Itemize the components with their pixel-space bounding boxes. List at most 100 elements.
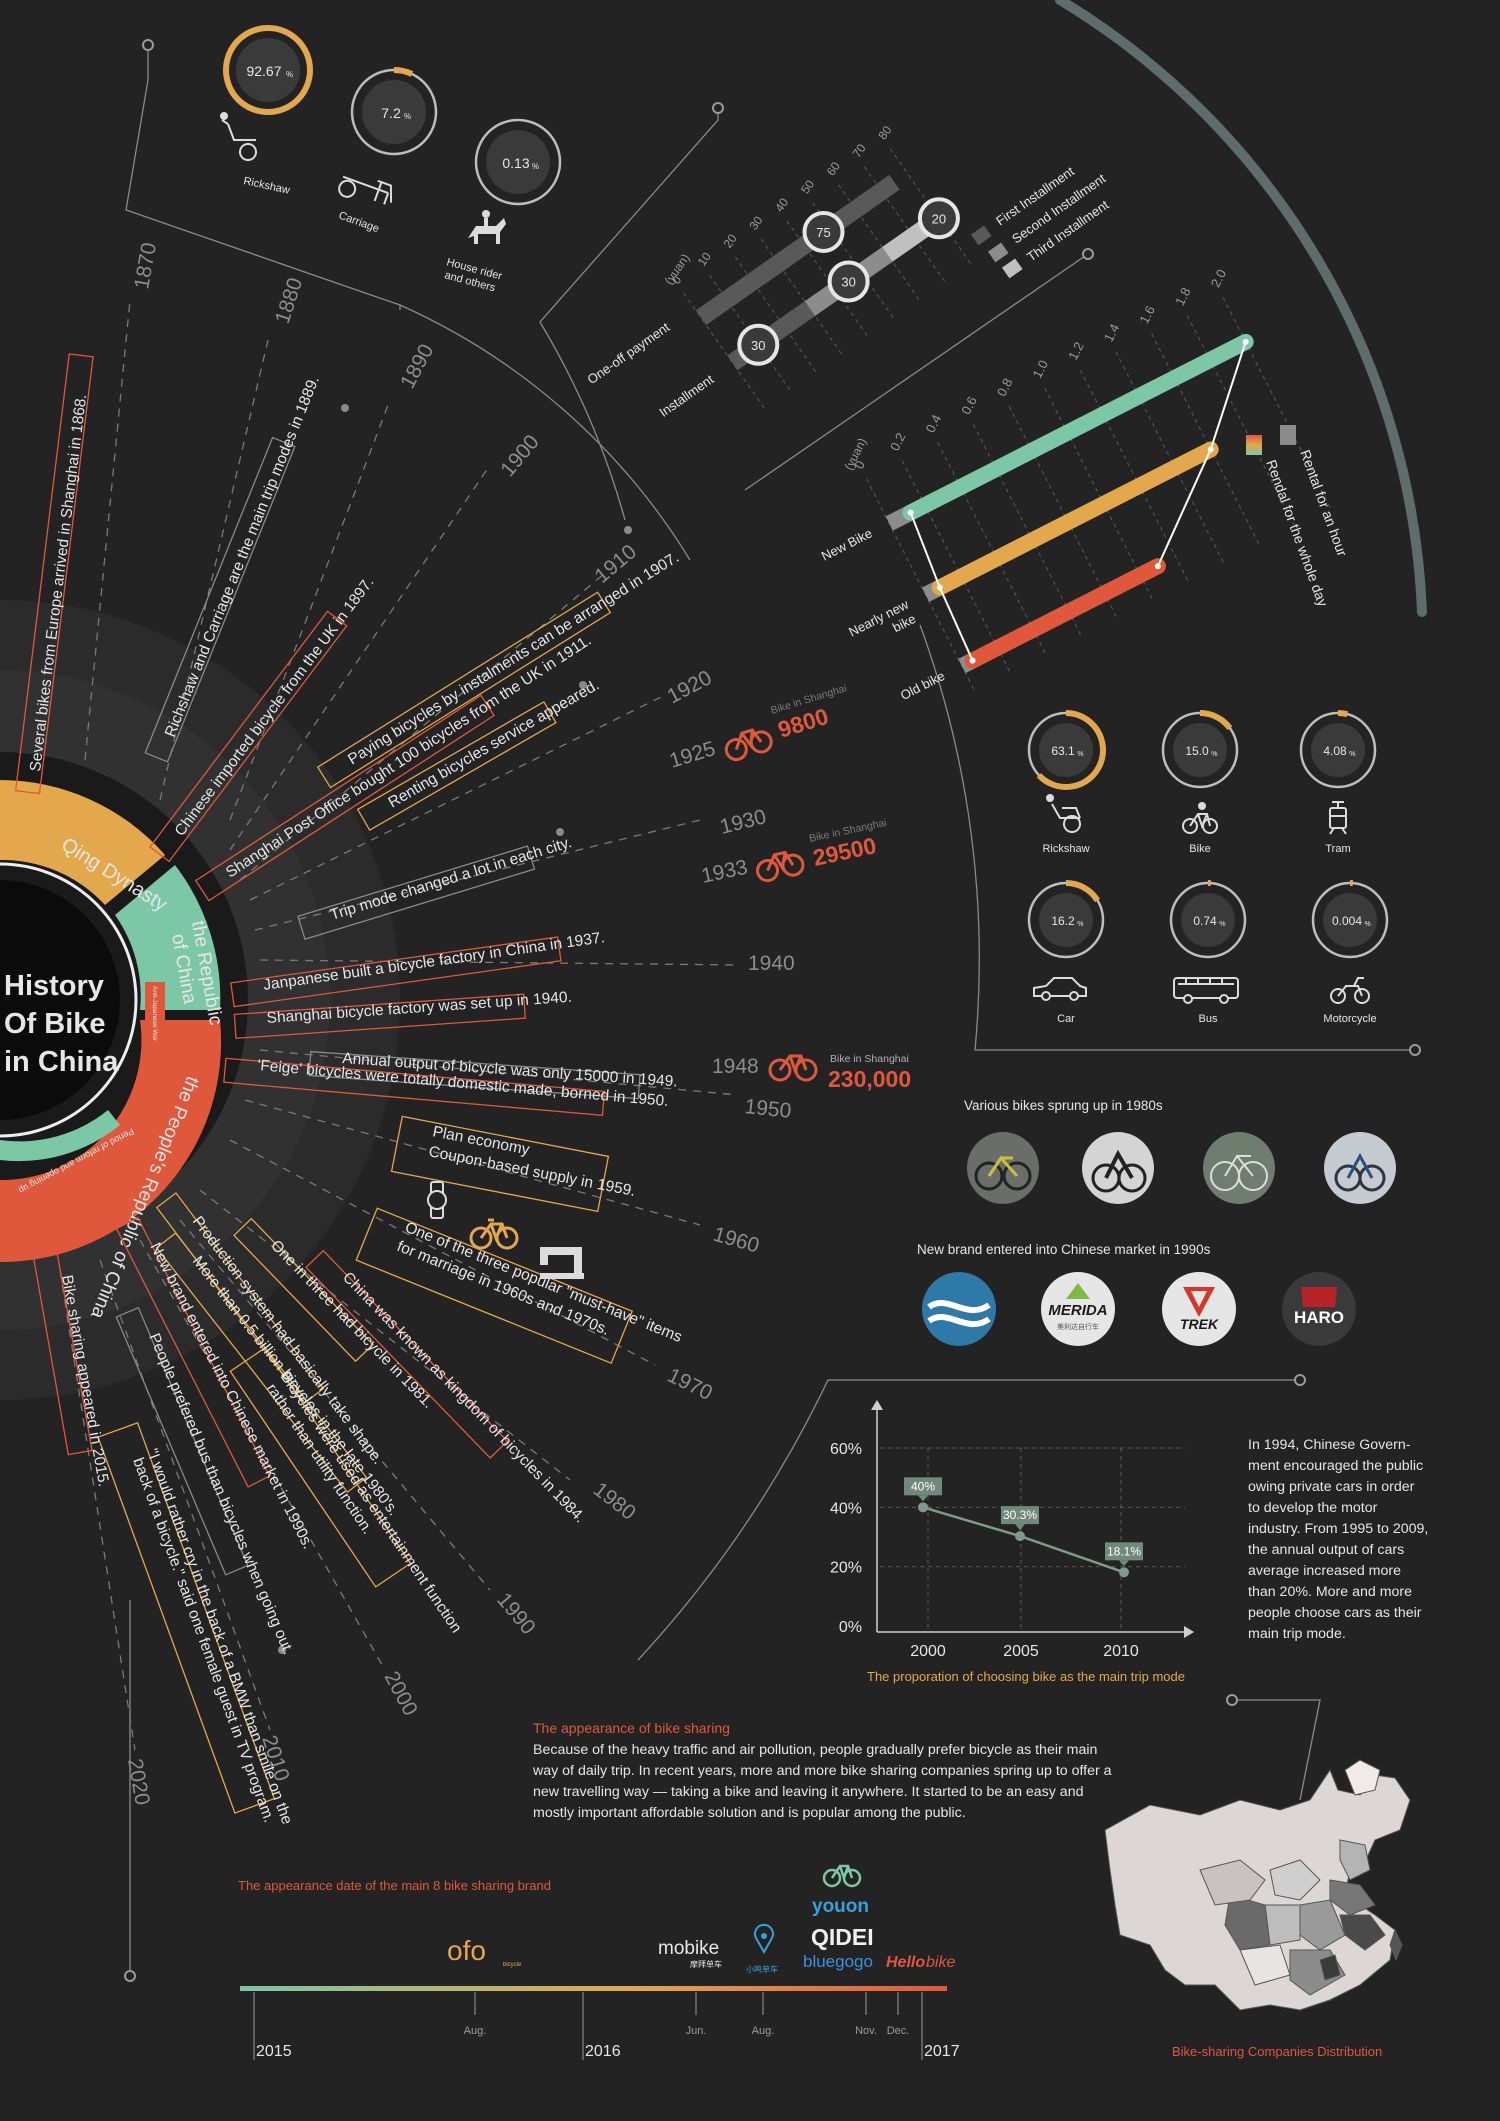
- rental-row-label: New Bike: [819, 525, 875, 563]
- bikes80s-title: Various bikes sprung up in 1980s: [964, 1098, 1163, 1113]
- brand-timeline-title: The appearance date of the main 8 bike s…: [238, 1878, 551, 1893]
- rental-day-bar: [902, 333, 1254, 521]
- bicycle-icon: [469, 1218, 519, 1250]
- chart-point: [918, 1502, 928, 1513]
- installment-row-installment: Installment: [656, 371, 716, 420]
- era-war-label: Anti-Japanese War: [151, 986, 158, 1042]
- rental-connector-dot: [907, 509, 914, 516]
- ring-value: 4.08: [1323, 744, 1347, 758]
- shanghai-stats: 1925 Bike in Shanghai 9800 1933 Bike in …: [667, 682, 911, 1092]
- ring-fill: [1199, 710, 1233, 731]
- ring-unit: %: [1077, 751, 1083, 758]
- chart-ytick: 20%: [830, 1560, 862, 1577]
- rental-chart: 00.20.40.60.81.01.21.41.61.82.0 (yuan) N…: [819, 267, 1351, 703]
- chart-xtick: 2010: [1103, 1643, 1139, 1660]
- chart-xtick: 2000: [910, 1643, 946, 1660]
- rental-tick-label: 1.0: [1030, 358, 1052, 381]
- year-1940: 1940: [748, 952, 795, 975]
- brand-ofo: ofo: [447, 1935, 486, 1966]
- rental-connector-dot: [936, 584, 943, 591]
- brand-hello: Hello: [886, 1954, 925, 1971]
- ring-value: 0.74: [1193, 914, 1217, 928]
- timeline-year-2015: 2015: [256, 2043, 292, 2060]
- chart-title: The proporation of choosing bike as the …: [867, 1669, 1185, 1684]
- installment-bubble-first: [737, 323, 780, 366]
- bike-photo-bmx: [1082, 1132, 1154, 1204]
- chart-point-label-tail: [1119, 1560, 1129, 1567]
- chart-point-label-bg: [1105, 1542, 1143, 1561]
- rental-tick-label: 1.2: [1065, 339, 1087, 362]
- ring-center: [1039, 893, 1093, 947]
- pct-horse-value: 0.13: [502, 155, 529, 171]
- sharing-title: The appearance of bike sharing: [533, 1720, 730, 1736]
- year-2020: 2020: [123, 1757, 154, 1807]
- rental-tick-label: 0.2: [887, 430, 909, 453]
- pct-rickshaw-unit: %: [286, 70, 293, 79]
- brand-logo-trek: TREK: [1162, 1272, 1236, 1346]
- event-must-have-1: One of the three popular "must-have" ite…: [403, 1219, 685, 1346]
- installment-tick-label: 50: [798, 177, 817, 196]
- bike-photo-road: [1203, 1132, 1275, 1204]
- installment-bubble-third-label: 20: [932, 211, 946, 226]
- pct-carriage-label: Carriage: [337, 210, 381, 236]
- rental-tick-label: 2.0: [1208, 267, 1230, 290]
- rental-gridline: [1079, 369, 1190, 585]
- bike-photo-folding: [1324, 1132, 1396, 1204]
- event-bmw-2: back of a bicycle." said one female gues…: [129, 1456, 277, 1825]
- chart-point-label-tail: [1015, 1524, 1025, 1531]
- pct-rickshaw-label: Rickshaw: [242, 175, 291, 197]
- ring-value: 16.2: [1051, 914, 1075, 928]
- installment-bubble-oneoff-label: 75: [816, 225, 830, 240]
- bicycle-icon: [724, 728, 773, 762]
- brand-youon: youon: [812, 1896, 869, 1917]
- installment-bubble-first-label: 30: [751, 338, 765, 353]
- installment-tick-label: 20: [721, 231, 740, 250]
- era-war-segment: [145, 982, 165, 1028]
- rental-connector-dot: [1154, 563, 1161, 570]
- bicycle-icon: [1182, 802, 1218, 834]
- rental-legend: Rental for an hour Rendal for the whole …: [1246, 425, 1351, 609]
- title-line-1: History: [4, 970, 104, 1002]
- watch-icon: [427, 1181, 447, 1219]
- year-1900: 1900: [496, 431, 544, 482]
- installment-bubble-second-label: 30: [841, 275, 855, 290]
- svg-text:MERIDA: MERIDA: [1048, 1302, 1107, 1319]
- rental-gridline: [1115, 351, 1226, 566]
- bike-proportion-chart: 0% 20% 40% 60% 2000 2005 2010 40% 30.3% 18.1% T…: [830, 1400, 1194, 1684]
- tram-icon: [1329, 801, 1347, 835]
- pct-rickshaw-value: 92.67: [246, 63, 281, 79]
- carriage-icon: [338, 175, 393, 205]
- timeline-month-dec-2016: Dec.: [887, 2025, 910, 2037]
- era-reform-segment: [0, 1110, 120, 1162]
- shanghai-year-1948: 1948: [712, 1055, 759, 1078]
- year-1980: 1980: [589, 1478, 640, 1525]
- chart-point-label: 40%: [911, 1479, 935, 1493]
- brand-hello-bike: bike: [926, 1954, 955, 1971]
- timeline-bar: [240, 1986, 947, 1991]
- chart-point: [1119, 1567, 1129, 1578]
- chart-point-label: 18.1%: [1107, 1544, 1141, 1558]
- ring-unit: %: [1349, 751, 1355, 758]
- rickshaw-icon: [1046, 794, 1081, 833]
- brand-xiaoming: 小鸣单车: [746, 1964, 778, 1974]
- chart-xtick: 2005: [1003, 1643, 1039, 1660]
- bicycle-icon: [822, 1864, 862, 1888]
- brand-logo-haro: HARO: [1282, 1272, 1356, 1346]
- year-1930: 1930: [718, 805, 769, 839]
- year-1920: 1920: [664, 666, 716, 708]
- sewing-machine-icon: [540, 1247, 584, 1279]
- rental-day-bar: [931, 441, 1219, 596]
- small-node-dots: [278, 404, 632, 1654]
- era-prc-segment: [0, 1020, 222, 1263]
- mid-percent-rings: 63.1 % Rickshaw 15.0 % Bike 4.08 % Tram 16.2 % Car 0…: [1027, 710, 1389, 1025]
- rental-connector-dot: [969, 657, 976, 664]
- china-map: [1104, 1759, 1411, 2011]
- ring-unit: %: [1219, 921, 1225, 928]
- brand-mobike: mobike: [658, 1938, 719, 1959]
- installment-tick-label: 70: [850, 141, 869, 160]
- timeline-month-jun-2016: Jun.: [686, 2025, 707, 2037]
- installment-tick-label: 30: [746, 213, 765, 232]
- bicycle-icon: [756, 850, 805, 883]
- installment-tick-label: 60: [824, 159, 843, 178]
